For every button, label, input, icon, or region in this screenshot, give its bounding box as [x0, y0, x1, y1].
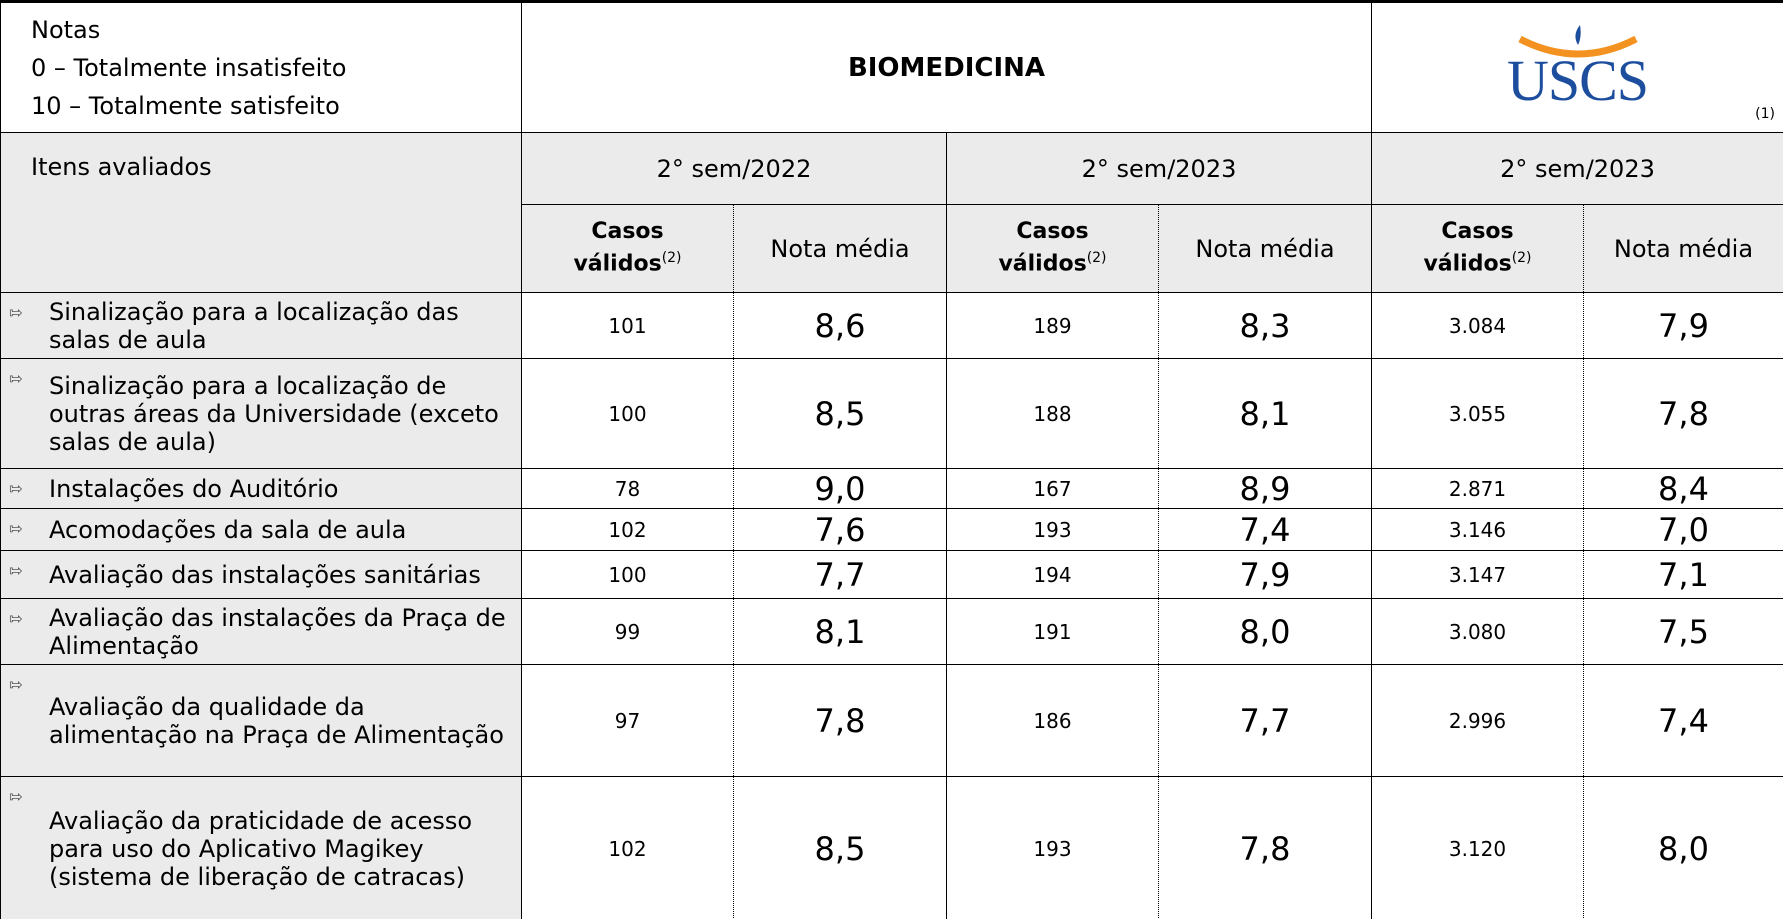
- data-row: Sinalização para a localização de outras…: [0, 358, 1783, 469]
- casos-label: Casos válidos: [1423, 219, 1514, 277]
- casos-value: 100: [521, 550, 734, 599]
- logo-cell: USCS (1): [1371, 0, 1783, 133]
- data-row: Acomodações da sala de aula1027,61937,43…: [0, 508, 1783, 551]
- casos-note: (2): [1086, 250, 1107, 267]
- nota-value: 7,8: [733, 664, 947, 777]
- casos-label: Casos válidos: [573, 219, 664, 277]
- nota-value: 8,1: [1158, 358, 1372, 469]
- nota-header: Nota média: [1583, 204, 1783, 293]
- nota-value: 8,3: [1158, 292, 1372, 359]
- nota-value: 7,4: [1158, 508, 1372, 551]
- group-header: 2° sem/2022: [521, 132, 947, 205]
- data-row: Instalações do Auditório789,01678,92.871…: [0, 468, 1783, 509]
- nota-value: 9,0: [733, 468, 947, 509]
- nota-value: 8,0: [1583, 776, 1783, 919]
- casos-value: 102: [521, 508, 734, 551]
- table-body: Sinalização para a localização das salas…: [0, 292, 1783, 919]
- casos-value: 101: [521, 292, 734, 359]
- item-label: Avaliação da qualidade da alimentação na…: [0, 664, 522, 777]
- item-label: Instalações do Auditório: [0, 468, 522, 509]
- casos-value: 102: [521, 776, 734, 919]
- nota-value: 8,0: [1158, 598, 1372, 665]
- nota-value: 8,6: [733, 292, 947, 359]
- notes-title: Notas: [31, 15, 101, 44]
- item-label: Avaliação das instalações sanitárias: [0, 550, 522, 599]
- casos-value: 2.871: [1371, 468, 1584, 509]
- nota-value: 7,7: [1158, 664, 1372, 777]
- nota-value: 7,4: [1583, 664, 1783, 777]
- casos-value: 188: [946, 358, 1159, 469]
- item-label: Sinalização para a localização de outras…: [0, 358, 522, 469]
- header-row: Notas 0 – Totalmente insatisfeito 10 – T…: [0, 0, 1783, 133]
- casos-value: 191: [946, 598, 1159, 665]
- data-row: Avaliação da praticidade de acesso para …: [0, 776, 1783, 919]
- item-label: Sinalização para a localização das salas…: [0, 292, 522, 359]
- casos-value: 3.120: [1371, 776, 1584, 919]
- notes-line: 10 – Totalmente satisfeito: [31, 91, 340, 120]
- casos-value: 3.084: [1371, 292, 1584, 359]
- nota-value: 8,4: [1583, 468, 1783, 509]
- casos-value: 189: [946, 292, 1159, 359]
- casos-header: Casos válidos(2): [946, 204, 1159, 293]
- casos-value: 97: [521, 664, 734, 777]
- item-label: Avaliação da praticidade de acesso para …: [0, 776, 522, 919]
- data-row: Avaliação das instalações sanitárias1007…: [0, 550, 1783, 599]
- nota-value: 8,5: [733, 776, 947, 919]
- casos-header: Casos válidos(2): [521, 204, 734, 293]
- casos-value: 2.996: [1371, 664, 1584, 777]
- group-row: Itens avaliados 2° sem/2022 2° sem/2023 …: [0, 132, 1783, 293]
- casos-value: 3.055: [1371, 358, 1584, 469]
- group-header: 2° sem/2023: [1371, 132, 1783, 205]
- group-header: 2° sem/2023: [946, 132, 1372, 205]
- item-label: Avaliação das instalações da Praça de Al…: [0, 598, 522, 665]
- casos-value: 99: [521, 598, 734, 665]
- logo-arc: [1517, 25, 1638, 58]
- nota-value: 7,1: [1583, 550, 1783, 599]
- casos-value: 186: [946, 664, 1159, 777]
- item-label: Acomodações da sala de aula: [0, 508, 522, 551]
- casos-value: 78: [521, 468, 734, 509]
- casos-value: 100: [521, 358, 734, 469]
- data-row: Avaliação das instalações da Praça de Al…: [0, 598, 1783, 665]
- casos-label: Casos válidos: [998, 219, 1089, 277]
- data-row: Avaliação da qualidade da alimentação na…: [0, 664, 1783, 777]
- casos-note: (2): [1511, 250, 1532, 267]
- nota-value: 7,7: [733, 550, 947, 599]
- nota-value: 7,5: [1583, 598, 1783, 665]
- notes-cell: Notas 0 – Totalmente insatisfeito 10 – T…: [0, 0, 522, 133]
- casos-value: 193: [946, 776, 1159, 919]
- casos-value: 3.147: [1371, 550, 1584, 599]
- casos-value: 194: [946, 550, 1159, 599]
- nota-value: 7,9: [1583, 292, 1783, 359]
- casos-value: 3.080: [1371, 598, 1584, 665]
- nota-value: 7,6: [733, 508, 947, 551]
- items-header: Itens avaliados: [0, 132, 522, 293]
- casos-header: Casos válidos(2): [1371, 204, 1584, 293]
- nota-value: 7,0: [1583, 508, 1783, 551]
- logo-footnote: (1): [1755, 106, 1775, 122]
- casos-value: 193: [946, 508, 1159, 551]
- casos-value: 167: [946, 468, 1159, 509]
- notes-line: 0 – Totalmente insatisfeito: [31, 53, 347, 82]
- nota-value: 8,9: [1158, 468, 1372, 509]
- nota-header: Nota média: [1158, 204, 1372, 293]
- nota-value: 8,5: [733, 358, 947, 469]
- nota-value: 7,8: [1158, 776, 1372, 919]
- data-row: Sinalização para a localização das salas…: [0, 292, 1783, 359]
- nota-value: 7,8: [1583, 358, 1783, 469]
- logo-text: USCS: [1506, 48, 1649, 113]
- course-title: BIOMEDICINA: [521, 0, 1372, 133]
- nota-header: Nota média: [733, 204, 947, 293]
- casos-value: 3.146: [1371, 508, 1584, 551]
- nota-value: 8,1: [733, 598, 947, 665]
- nota-value: 7,9: [1158, 550, 1372, 599]
- casos-note: (2): [661, 250, 682, 267]
